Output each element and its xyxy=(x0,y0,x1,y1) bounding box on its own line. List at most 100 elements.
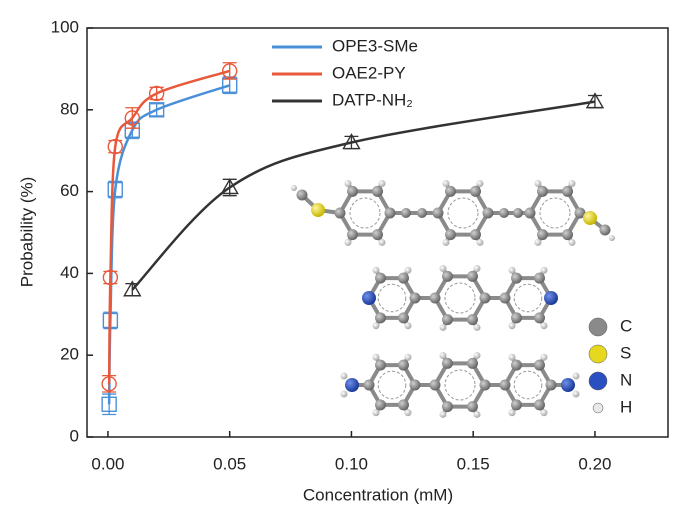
legend-label: DATP-NH₂ xyxy=(332,90,413,109)
atom xyxy=(467,270,478,282)
legend-label: OPE3-SMe xyxy=(332,36,418,55)
fit-line xyxy=(107,69,231,384)
atom xyxy=(375,312,386,324)
marker xyxy=(107,181,123,198)
atom xyxy=(363,379,375,391)
atom-swatch xyxy=(588,344,608,364)
error-bar xyxy=(103,270,118,285)
atom xyxy=(372,353,380,361)
atom xyxy=(534,272,545,284)
atom xyxy=(442,238,450,246)
atom xyxy=(384,207,396,219)
atom xyxy=(372,409,380,417)
y-tick-label: 80 xyxy=(60,99,79,118)
error-bar xyxy=(149,103,164,117)
atom xyxy=(375,399,386,411)
atom xyxy=(568,180,576,188)
atom xyxy=(562,229,573,241)
atom xyxy=(540,409,548,417)
error-bar xyxy=(222,62,237,80)
x-tick-label: 0.00 xyxy=(91,454,124,473)
atom xyxy=(508,353,516,361)
atom-swatch xyxy=(588,317,608,337)
atom xyxy=(442,401,453,413)
atom xyxy=(429,292,441,304)
atom xyxy=(372,266,380,274)
atom xyxy=(404,322,412,330)
atom xyxy=(534,399,545,411)
y-tick-label: 20 xyxy=(60,345,79,364)
atom xyxy=(473,352,481,360)
atom xyxy=(378,238,386,246)
atom xyxy=(340,390,348,398)
atom xyxy=(534,312,545,324)
y-tick-label: 40 xyxy=(60,263,79,282)
atom xyxy=(344,238,352,246)
atom xyxy=(470,185,481,197)
marker xyxy=(123,280,142,297)
atom xyxy=(511,359,522,371)
atom xyxy=(340,372,348,380)
marker xyxy=(124,110,140,126)
atom xyxy=(432,207,444,219)
atom xyxy=(344,180,352,188)
y-tick-label: 0 xyxy=(70,426,79,445)
atom xyxy=(291,185,297,191)
atom xyxy=(378,180,386,188)
marker xyxy=(102,269,119,286)
aromatic xyxy=(513,283,543,313)
marker xyxy=(101,376,117,392)
atom xyxy=(470,229,481,241)
atom xyxy=(534,359,545,371)
atom xyxy=(439,352,447,360)
atom xyxy=(499,292,511,304)
error-bar xyxy=(108,139,123,154)
marker xyxy=(107,138,123,155)
marker xyxy=(585,92,605,109)
y-tick-label: 60 xyxy=(60,181,79,200)
error-bar xyxy=(102,375,117,393)
marker xyxy=(101,396,117,412)
y-axis-label: Probability (%) xyxy=(17,177,36,288)
error-bar xyxy=(108,180,123,199)
atom xyxy=(439,323,447,331)
atom-label: S xyxy=(620,343,631,362)
atom xyxy=(398,359,409,371)
x-tick-label: 0.05 xyxy=(213,454,246,473)
atom xyxy=(445,185,456,197)
atom xyxy=(467,357,478,369)
atom xyxy=(473,410,481,418)
legend-label: OAE2-PY xyxy=(332,63,406,82)
atom xyxy=(499,379,511,391)
atom xyxy=(429,379,441,391)
marker xyxy=(148,85,165,102)
atom xyxy=(508,266,516,274)
atom xyxy=(445,229,456,241)
atom xyxy=(398,312,409,324)
atom xyxy=(540,353,548,361)
atom xyxy=(372,229,383,241)
fit-line xyxy=(131,100,596,291)
atom xyxy=(409,379,421,391)
atom xyxy=(347,185,358,197)
marker xyxy=(220,178,239,195)
aromatic xyxy=(444,282,476,314)
atom xyxy=(479,379,491,391)
atom xyxy=(583,211,597,225)
atom xyxy=(404,409,412,417)
atom xyxy=(439,265,447,273)
atom xyxy=(499,208,509,218)
x-tick-label: 0.15 xyxy=(457,454,490,473)
aromatic xyxy=(444,369,476,401)
atom xyxy=(473,265,481,273)
atom-label: C xyxy=(620,316,632,335)
atom xyxy=(417,208,427,218)
atom xyxy=(511,399,522,411)
aromatic xyxy=(513,370,543,400)
atom xyxy=(479,292,491,304)
atom xyxy=(442,180,450,188)
plot-frame xyxy=(86,27,669,438)
atom xyxy=(347,229,358,241)
atom xyxy=(599,224,611,236)
